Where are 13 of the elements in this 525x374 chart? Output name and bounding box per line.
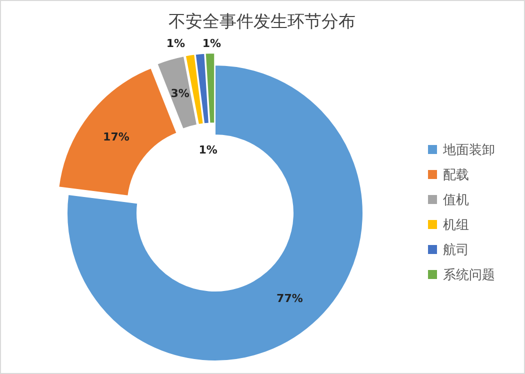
data-label: 1% [202,37,222,50]
legend-label: 航司 [443,243,469,258]
legend-label: 地面装卸 [442,143,495,158]
data-label: 1% [198,143,218,156]
legend-label: 机组 [443,218,469,233]
data-label: 1% [166,37,186,50]
legend-label: 值机 [443,193,469,208]
data-label: 77% [276,292,303,305]
data-label: 3% [170,86,190,100]
legend-label: 系统问题 [443,268,495,283]
chart-title: 不安全事件发生环节分布 [168,12,356,32]
data-label: 17% [103,130,130,144]
legend-label: 配载 [443,168,469,183]
